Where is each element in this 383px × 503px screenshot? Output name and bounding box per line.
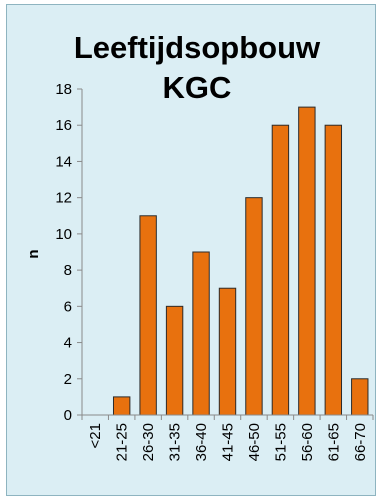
bar-26-30 <box>139 215 157 416</box>
bar-46-50 <box>245 197 263 416</box>
y-tick-label: 4 <box>64 335 72 352</box>
x-tick-label: 56-60 <box>299 423 316 461</box>
y-tick-label: 8 <box>64 262 72 279</box>
y-tick-label: 6 <box>64 298 72 315</box>
y-tick-label: 0 <box>64 407 72 424</box>
y-tick-label: 10 <box>55 226 72 243</box>
x-tick-label: 41-45 <box>220 423 237 461</box>
bar-36-40 <box>192 251 210 416</box>
x-tick-label: 46-50 <box>246 423 263 461</box>
plot-area: 0 2 4 6 8 10 12 14 16 18 <21 21-25 26-30 31-35 36-40 41… <box>55 81 374 461</box>
y-tick-label: 14 <box>55 153 72 170</box>
y-tick-label: 2 <box>64 371 72 388</box>
y-tick-label: 16 <box>55 117 72 134</box>
bar-61-65 <box>324 124 343 416</box>
chart-title-line-2: KGC <box>163 70 232 105</box>
bar-31-35 <box>165 305 184 416</box>
x-tick-label: 21-25 <box>114 423 131 461</box>
bar-41-45 <box>218 287 237 416</box>
x-tick-label: 26-30 <box>140 423 157 461</box>
x-tick-label: 31-35 <box>167 423 184 461</box>
bar-51-55 <box>271 124 290 416</box>
x-tick-label: 66-70 <box>352 423 369 461</box>
x-tick-label: 36-40 <box>193 423 210 461</box>
y-tick-label: 12 <box>55 190 72 207</box>
bar-21-25 <box>112 396 131 416</box>
y-tick-label: 18 <box>55 81 72 98</box>
chart-title-line-1: Leeftijdsopbouw <box>74 30 321 65</box>
x-tick-label: 61-65 <box>325 423 342 461</box>
bar-66-70 <box>351 378 369 416</box>
bar-56-60 <box>298 106 316 416</box>
y-axis-label: n <box>25 249 42 258</box>
x-tick-label: 51-55 <box>272 423 289 461</box>
x-tick-label: <21 <box>87 423 104 448</box>
